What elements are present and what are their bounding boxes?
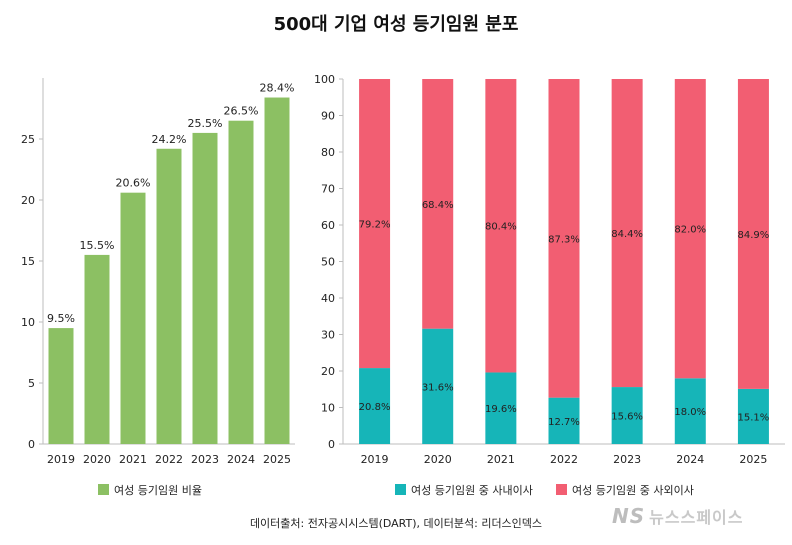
x-tick-label: 2020 (424, 453, 452, 466)
y-tick-label: 40 (321, 292, 335, 305)
segment-value-label: 80.4% (485, 222, 517, 233)
segment-value-label: 84.9% (738, 230, 770, 241)
x-tick-label: 2022 (550, 453, 578, 466)
bar-segment-inside-director (548, 397, 580, 444)
x-tick-label: 2022 (155, 453, 183, 466)
legend-swatch (98, 484, 109, 495)
bar-segment-inside-director (611, 387, 643, 444)
legend-swatch (395, 484, 406, 495)
bar-segment-inside-director (737, 388, 769, 444)
bar (48, 328, 74, 444)
x-tick-label: 2023 (191, 453, 219, 466)
bar-segment-outside-director (674, 79, 706, 379)
y-tick-label: 30 (321, 329, 335, 342)
y-tick-label: 70 (321, 183, 335, 196)
legend-label: 여성 등기임원 중 사내이사 (411, 484, 533, 497)
bar (192, 132, 218, 444)
x-tick-label: 2019 (361, 453, 389, 466)
bar-segment-outside-director (485, 79, 517, 373)
segment-value-label: 19.6% (485, 404, 517, 415)
chart-title: 500대 기업 여성 등기임원 분포 (273, 14, 519, 35)
y-tick-label: 90 (321, 110, 335, 123)
segment-value-label: 82.0% (674, 225, 706, 236)
y-tick-label: 100 (314, 73, 335, 86)
x-tick-label: 2025 (263, 453, 291, 466)
y-tick-label: 20 (321, 365, 335, 378)
legend-label: 여성 등기임원 중 사외이사 (572, 484, 694, 497)
x-tick-label: 2019 (47, 453, 75, 466)
y-tick-label: 50 (321, 256, 335, 269)
y-tick-label: 0 (28, 438, 35, 451)
bar-segment-outside-director (611, 79, 643, 388)
segment-value-label: 15.1% (738, 412, 770, 423)
x-tick-label: 2020 (83, 453, 111, 466)
bar-segment-outside-director (422, 79, 454, 329)
x-tick-label: 2024 (676, 453, 704, 466)
bar-segment-outside-director (359, 79, 391, 369)
segment-value-label: 12.7% (548, 417, 580, 428)
y-tick-label: 60 (321, 219, 335, 232)
bar-value-label: 9.5% (47, 312, 75, 325)
segment-value-label: 79.2% (359, 220, 391, 231)
segment-value-label: 31.6% (422, 382, 454, 393)
watermark: NS 뉴스스페이스 (612, 504, 743, 528)
legend-label: 여성 등기임원 비율 (114, 484, 202, 497)
segment-value-label: 20.8% (359, 402, 391, 413)
x-tick-label: 2023 (613, 453, 641, 466)
y-tick-label: 80 (321, 146, 335, 159)
y-tick-label: 25 (21, 133, 35, 146)
bar-segment-inside-director (359, 368, 391, 444)
bar-value-label: 26.5% (224, 105, 259, 118)
x-tick-label: 2024 (227, 453, 255, 466)
bar-segment-inside-director (422, 328, 454, 444)
legend-swatch (556, 484, 567, 495)
bar (120, 192, 146, 444)
x-tick-label: 2021 (487, 453, 515, 466)
bar (84, 254, 110, 444)
y-tick-label: 5 (28, 377, 35, 390)
segment-value-label: 68.4% (422, 200, 454, 211)
bar (156, 148, 182, 444)
y-tick-label: 10 (21, 316, 35, 329)
bar-segment-inside-director (674, 378, 706, 444)
bar-segment-outside-director (737, 79, 769, 389)
x-tick-label: 2021 (119, 453, 147, 466)
segment-value-label: 18.0% (674, 407, 706, 418)
bar (228, 120, 254, 444)
bar-value-label: 25.5% (188, 117, 223, 130)
y-tick-label: 0 (328, 438, 335, 451)
bar-value-label: 15.5% (80, 239, 115, 252)
y-tick-label: 10 (321, 402, 335, 415)
bar-value-label: 28.4% (260, 82, 295, 95)
y-tick-label: 20 (21, 194, 35, 207)
bar-segment-outside-director (548, 79, 580, 398)
bar (264, 97, 290, 445)
bar-value-label: 24.2% (152, 133, 187, 146)
y-tick-label: 15 (21, 255, 35, 268)
segment-value-label: 15.6% (611, 412, 643, 423)
segment-value-label: 87.3% (548, 234, 580, 245)
watermark-logo: NS (612, 504, 646, 528)
segment-value-label: 84.4% (611, 229, 643, 240)
data-source: 데이터출처: 전자공시시스템(DART), 데이터분석: 리더스인덱스 (249, 517, 543, 530)
x-tick-label: 2025 (739, 453, 767, 466)
bar-value-label: 20.6% (116, 177, 151, 190)
watermark-text: 뉴스스페이스 (649, 508, 744, 527)
bar-segment-inside-director (485, 372, 517, 444)
